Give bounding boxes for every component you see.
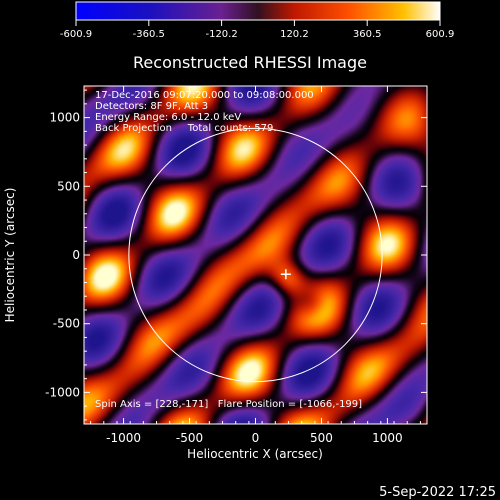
y-tick-label: -500 (53, 317, 80, 331)
footer-timestamp: 5-Sep-2022 17:25 (379, 485, 496, 500)
y-tick-label: 500 (57, 179, 80, 193)
colorbar-tick-label: 360.5 (353, 29, 382, 40)
x-axis-label: Heliocentric X (arcsec) (187, 447, 323, 461)
x-tick-label: 500 (310, 431, 333, 445)
y-axis-label: Heliocentric Y (arcsec) (3, 188, 17, 323)
annotation-detectors: Detectors: 8F 9F, Att 3 (95, 101, 208, 112)
colorbar-tick-label: -120.2 (205, 29, 237, 40)
x-tick-label: 0 (252, 431, 260, 445)
x-tick-label: -1000 (106, 431, 141, 445)
heatmap-image (84, 86, 427, 424)
chart-title: Reconstructed RHESSI Image (133, 53, 367, 72)
x-tick-label: -500 (176, 431, 203, 445)
annotation-energy-range: Energy Range: 6.0 - 12.0 keV (95, 112, 241, 123)
colorbar-tick-label: 120.2 (280, 29, 309, 40)
y-tick-label: 1000 (49, 111, 80, 125)
solar-limb-circle (128, 127, 383, 383)
colorbar-tick-label: -600.9 (60, 29, 92, 40)
x-tick-label: 1000 (372, 431, 403, 445)
plot-area: -1000 -500 0 500 1000 -1000 -500 0 500 1000 (45, 85, 428, 445)
colorbar-tick-label: 600.9 (426, 29, 455, 40)
colorbar-tick-label: -360.5 (133, 29, 165, 40)
y-axis-ticks: -1000 -500 0 500 1000 (45, 89, 427, 421)
annotation-spin-axis: Spin Axis = [228,-171] Flare Position = … (95, 399, 362, 410)
annotation-time-range: 17-Dec-2016 09:07:20.000 to 09:08:00.000 (95, 90, 314, 101)
colorbar: -600.9 -360.5 -120.2 120.2 360.5 600.9 (60, 1, 455, 40)
colorbar-gradient (75, 1, 441, 21)
y-tick-label: 0 (72, 248, 80, 262)
heatmap-raster (84, 86, 427, 424)
annotation-counts: Back Projection Total counts: 579. (95, 123, 277, 134)
y-tick-label: -1000 (45, 385, 80, 399)
x-axis-ticks: -1000 -500 0 500 1000 (90, 86, 421, 445)
flare-marker (280, 269, 291, 280)
